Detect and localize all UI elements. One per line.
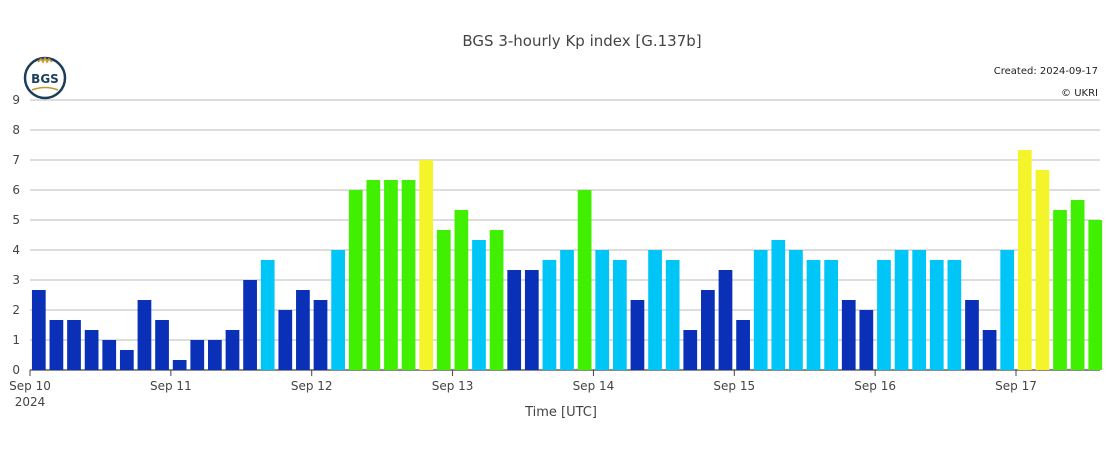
y-tick-label: 3 xyxy=(12,273,20,287)
kp-bar xyxy=(753,250,768,370)
kp-bar xyxy=(208,340,222,370)
kp-bar xyxy=(1035,169,1050,370)
kp-bar xyxy=(472,240,486,370)
bar-series xyxy=(31,150,1103,370)
y-tick-label: 2 xyxy=(12,303,20,317)
created-date: Created: 2024-09-17 xyxy=(994,66,1098,77)
y-tick-label: 1 xyxy=(12,333,20,347)
kp-bar xyxy=(155,319,169,370)
x-tick-label: Sep 17 xyxy=(995,379,1037,393)
kp-bar xyxy=(296,289,310,370)
kp-bar xyxy=(102,340,117,370)
kp-bar xyxy=(436,229,451,370)
x-tick-label: Sep 12 xyxy=(291,379,333,393)
kp-bar xyxy=(859,310,874,370)
kp-bar xyxy=(489,229,504,370)
kp-bar xyxy=(1053,210,1067,370)
x-tick-label: Sep 14 xyxy=(573,379,615,393)
logo-text: BGS xyxy=(31,72,59,86)
y-tick-label: 7 xyxy=(12,153,20,167)
kp-bar xyxy=(982,330,997,370)
kp-bar xyxy=(313,300,328,370)
credit-text: © UKRI xyxy=(1061,88,1098,99)
kp-bar xyxy=(683,330,698,370)
kp-bar xyxy=(665,259,680,370)
y-tick-label: 0 xyxy=(12,363,20,377)
kp-bar xyxy=(243,280,257,370)
kp-bar xyxy=(965,300,979,370)
x-tick-label: Sep 16 xyxy=(854,379,896,393)
kp-bar xyxy=(771,240,786,370)
kp-bar xyxy=(1088,220,1103,370)
kp-bar xyxy=(806,259,821,370)
kp-bar xyxy=(119,349,134,370)
kp-bar xyxy=(595,250,610,370)
y-tick-label: 5 xyxy=(12,213,20,227)
kp-bar xyxy=(1017,150,1032,370)
kp-bar xyxy=(137,300,152,370)
x-tick-label: Sep 10 xyxy=(9,379,51,393)
kp-bar xyxy=(718,270,733,370)
kp-bar xyxy=(841,300,856,370)
kp-bar xyxy=(912,250,927,370)
kp-bar xyxy=(419,160,434,370)
kp-bar xyxy=(894,250,909,370)
x-tick-label: Sep 13 xyxy=(432,379,474,393)
kp-bar xyxy=(560,250,574,370)
x-axis-title: Time [UTC] xyxy=(524,405,597,420)
kp-bar xyxy=(366,180,381,370)
x-axis: Sep 10 Sep 11 Sep 12 Sep 13 Sep 14 Sep 15 Sep … xyxy=(9,370,1037,393)
chart-title: BGS 3-hourly Kp index [G.137b] xyxy=(462,32,701,50)
x-axis-year: 2024 xyxy=(15,395,46,409)
kp-bar xyxy=(1000,250,1015,370)
kp-bar xyxy=(225,330,240,370)
y-tick-label: 6 xyxy=(12,183,20,197)
kp-bar xyxy=(190,340,205,370)
y-tick-label: 8 xyxy=(12,123,20,137)
y-axis: 0 1 2 3 4 5 6 7 8 9 xyxy=(12,93,20,377)
bgs-logo: BGS xyxy=(23,56,67,100)
kp-bar xyxy=(260,259,275,370)
kp-bar xyxy=(454,210,469,370)
kp-bar xyxy=(648,250,662,370)
kp-bar xyxy=(331,250,345,370)
kp-bar xyxy=(84,330,99,370)
kp-bar xyxy=(542,259,557,370)
kp-bar xyxy=(701,289,715,370)
kp-bar xyxy=(401,180,416,370)
y-tick-label: 9 xyxy=(12,93,20,107)
kp-bar xyxy=(384,180,398,370)
kp-bar xyxy=(278,310,293,370)
kp-bar xyxy=(577,190,592,370)
kp-bar xyxy=(824,259,838,370)
kp-bar xyxy=(612,259,627,370)
kp-bar xyxy=(524,270,539,370)
kp-bar xyxy=(736,319,750,370)
x-tick-label: Sep 15 xyxy=(713,379,755,393)
kp-bar xyxy=(67,319,81,370)
y-tick-label: 4 xyxy=(12,243,20,257)
kp-bar xyxy=(929,259,944,370)
kp-bar xyxy=(947,259,962,370)
kp-bar xyxy=(49,319,64,370)
kp-bar xyxy=(877,259,891,370)
x-tick-label: Sep 11 xyxy=(150,379,192,393)
kp-bar xyxy=(348,190,363,370)
kp-bar xyxy=(630,300,645,370)
kp-bar xyxy=(1070,199,1085,370)
kp-bar xyxy=(507,270,522,370)
kp-bar xyxy=(172,360,187,370)
kp-bar xyxy=(31,289,46,370)
kp-bar xyxy=(789,250,803,370)
